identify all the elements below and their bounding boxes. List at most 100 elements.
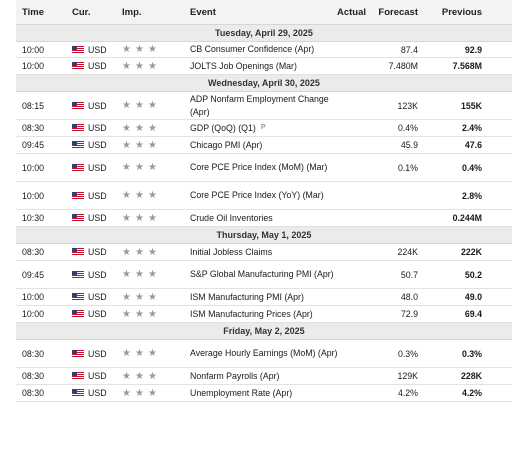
event-name[interactable]: Chicago PMI (Apr) [190,137,340,153]
forecast-value: 50.7 [400,269,418,280]
event-label: ADP Nonfarm Employment Change (Apr) [190,94,329,117]
event-label: Crude Oil Inventories [190,212,273,223]
date-header: Wednesday, April 30, 2025 [16,75,512,92]
currency-code: USD [88,140,107,150]
star-icon: ★ [147,246,157,258]
forecast-value: 0.3% [397,348,418,359]
star-icon: ★ [122,60,131,72]
event-name[interactable]: Crude Oil Inventories [190,210,340,226]
star-icon: ★ [122,100,131,111]
table-row[interactable]: 10:00 USD ★ ★ ★ ISM Manufacturing Prices (Apr… [16,306,512,323]
table-row[interactable]: 10:00 USD ★ ★ ★ Core PCE Price Index (YoY) (M… [16,182,512,210]
us-flag-icon [72,270,84,279]
currency-cell: USD [72,261,107,288]
col-previous[interactable]: Previous [441,7,482,18]
event-name[interactable]: Core PCE Price Index (MoM) (Mar) [190,154,340,181]
event-label: ISM Manufacturing PMI (Apr) [190,291,304,302]
us-flag-icon [72,124,84,132]
event-name[interactable]: S&P Global Manufacturing PMI (Apr) [190,261,340,288]
event-name[interactable]: Unemployment Rate (Apr) [190,385,340,401]
currency-cell: USD [72,368,107,384]
event-label: S&P Global Manufacturing PMI (Apr) [190,269,334,280]
table-row[interactable]: 08:30 USD ★ ★ ★ Initial Jobless Claims 224K 222… [16,244,512,261]
star-icon: ★ [147,308,157,320]
star-icon: ★ [147,370,157,382]
col-importance[interactable]: Imp. [122,7,142,18]
event-name[interactable]: GDP (QoQ) (Q1) P [190,120,340,136]
event-time: 08:15 [22,100,45,111]
col-actual[interactable]: Actual [336,7,366,18]
star-icon: ★ [134,370,144,382]
table-row[interactable]: 10:00 USD ★ ★ ★ CB Consumer Confidence (Apr) 8… [16,42,512,58]
importance-stars: ★ ★ ★ [122,137,161,153]
preliminary-p-icon: P [260,123,266,131]
star-icon: ★ [122,139,131,151]
star-icon: ★ [134,162,144,173]
previous-value: 69.4 [464,309,482,319]
event-name[interactable]: ISM Manufacturing Prices (Apr) [190,306,340,322]
table-row[interactable]: 08:30 USD ★ ★ ★ Average Hourly Earnings (MoM)… [16,340,512,368]
table-row[interactable]: 10:30 USD ★ ★ ★ Crude Oil Inventories 0.244M [16,210,512,227]
star-icon: ★ [134,308,144,320]
forecast-value: 87.4 [400,44,418,55]
us-flag-icon [72,214,84,222]
importance-stars: ★ ★ ★ [122,120,161,136]
currency-code: USD [88,61,107,71]
currency-code: USD [88,162,107,173]
event-name[interactable]: Average Hourly Earnings (MoM) (Apr) [190,340,340,367]
table-row[interactable]: 08:30 USD ★ ★ ★ Unemployment Rate (Apr) 4.2% 4.… [16,385,512,402]
forecast-value: 129K [397,371,418,381]
previous-value: 228K [460,371,482,381]
table-row[interactable]: 09:45 USD ★ ★ ★ S&P Global Manufacturing PMI … [16,261,512,289]
event-name[interactable]: ADP Nonfarm Employment Change (Apr) [190,92,340,119]
event-time: 10:30 [22,213,45,223]
event-label: Core PCE Price Index (YoY) (Mar) [190,190,324,201]
event-name[interactable]: Initial Jobless Claims [190,244,340,260]
event-name[interactable]: CB Consumer Confidence (Apr) [190,42,340,57]
importance-stars: ★ ★ ★ [122,340,161,367]
importance-stars: ★ ★ ★ [122,289,161,305]
previous-value: 222K [460,247,482,257]
event-name[interactable]: JOLTS Job Openings (Mar) [190,58,340,74]
currency-cell: USD [72,154,107,181]
forecast-value: 0.1% [397,162,418,173]
event-label: ISM Manufacturing Prices (Apr) [190,308,313,319]
event-name[interactable]: Core PCE Price Index (YoY) (Mar) [190,182,340,209]
currency-code: USD [88,247,107,257]
event-time: 08:30 [22,348,45,359]
table-row[interactable]: 10:00 USD ★ ★ ★ JOLTS Job Openings (Mar) 7.480… [16,58,512,75]
col-currency[interactable]: Cur. [72,7,91,18]
event-label: GDP (QoQ) (Q1) [190,122,256,133]
table-row[interactable]: 08:30 USD ★ ★ ★ Nonfarm Payrolls (Apr) 129K 228… [16,368,512,385]
us-flag-icon [72,141,84,149]
col-event[interactable]: Event [190,7,216,18]
table-row[interactable]: 08:30 USD ★ ★ ★ GDP (QoQ) (Q1) P 0.4% 2.4% [16,120,512,137]
us-flag-icon [72,191,84,200]
previous-value: 2.4% [461,123,482,133]
importance-stars: ★ ★ ★ [122,368,161,384]
previous-value: 4.2% [461,388,482,398]
event-name[interactable]: ISM Manufacturing PMI (Apr) [190,289,340,305]
date-header: Tuesday, April 29, 2025 [16,25,512,42]
table-row[interactable]: 08:15 USD ★ ★ ★ ADP Nonfarm Employment Change… [16,92,512,120]
table-row[interactable]: 10:00 USD ★ ★ ★ ISM Manufacturing PMI (Apr) 48… [16,289,512,306]
event-time: 08:30 [22,371,45,381]
forecast-value: 45.9 [400,140,418,150]
currency-code: USD [88,44,107,55]
star-icon: ★ [122,246,131,258]
col-time[interactable]: Time [22,7,45,18]
importance-stars: ★ ★ ★ [122,261,161,288]
us-flag-icon [72,248,84,256]
forecast-value: 48.0 [400,292,418,302]
importance-stars: ★ ★ ★ [122,92,161,119]
event-name[interactable]: Nonfarm Payrolls (Apr) [190,368,340,384]
table-row[interactable]: 10:00 USD ★ ★ ★ Core PCE Price Index (MoM) (M… [16,154,512,182]
col-forecast[interactable]: Forecast [378,7,418,18]
currency-cell: USD [72,58,107,74]
table-row[interactable]: 09:45 USD ★ ★ ★ Chicago PMI (Apr) 45.9 47.6 [16,137,512,154]
importance-stars: ★ ★ ★ [122,244,161,260]
us-flag-icon [72,389,84,397]
star-icon: ★ [147,212,157,224]
currency-cell: USD [72,120,107,136]
star-icon: ★ [122,162,131,173]
